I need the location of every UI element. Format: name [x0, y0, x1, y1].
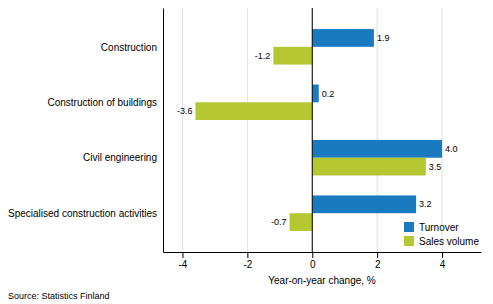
legend-label: Sales volume	[419, 236, 479, 247]
bar	[312, 195, 416, 213]
zero-line	[312, 8, 313, 252]
data-label: 3.2	[419, 199, 432, 209]
x-tick: 4	[440, 252, 446, 270]
grid-line	[182, 8, 183, 252]
x-axis-title: Year-on-year change, %	[268, 275, 376, 286]
x-tick-label: -2	[243, 259, 252, 270]
x-tick-mark	[247, 252, 248, 258]
y-tick-label: Construction	[101, 42, 157, 53]
x-axis: -4 -2 0 2 4	[164, 252, 482, 270]
data-label: 0.2	[322, 89, 335, 99]
legend-swatch	[404, 222, 414, 232]
grid-line	[442, 8, 443, 252]
x-tick-label: -4	[179, 259, 188, 270]
grid-line	[377, 8, 378, 252]
x-tick-mark	[377, 252, 378, 258]
data-label: -1.2	[255, 51, 271, 61]
legend-item: Sales volume	[404, 236, 479, 247]
y-tick: Specialised construction activities	[8, 208, 163, 219]
y-tick: Construction of buildings	[47, 97, 163, 108]
chart: -4 -2 0 2 4 Specialised construction activiti…	[0, 0, 493, 304]
x-tick: -4	[179, 252, 188, 270]
source: Source: Statistics Finland	[8, 291, 110, 301]
y-tick-label: Construction of buildings	[47, 97, 157, 108]
bar	[195, 102, 312, 120]
bars	[195, 29, 442, 231]
bar	[312, 85, 318, 103]
data-label: 1.9	[377, 33, 390, 43]
x-tick: -2	[243, 252, 252, 270]
legend-label: Turnover	[419, 222, 459, 233]
y-axis: Specialised construction activities Civil…	[8, 9, 163, 253]
x-tick-mark	[442, 252, 443, 258]
x-tick: 0	[310, 252, 316, 270]
x-tick-mark	[312, 252, 313, 258]
x-tick-label: 2	[375, 259, 381, 270]
grid-line	[247, 8, 248, 252]
y-tick-label: Specialised construction activities	[8, 208, 157, 219]
legend-item: Turnover	[404, 222, 459, 233]
data-label: -0.7	[271, 217, 287, 227]
data-label: 3.5	[429, 162, 442, 172]
y-tick-label: Civil engineering	[83, 152, 157, 163]
y-axis-line	[163, 9, 164, 253]
legend-swatch	[404, 236, 414, 246]
data-labels: 3.2 4.0 0.2 1.9 -0.7 3.5 -3.6 -1.2	[177, 33, 458, 227]
bar	[312, 29, 374, 47]
x-tick-label: 0	[310, 259, 316, 270]
bar	[290, 213, 313, 231]
y-tick: Civil engineering	[83, 152, 163, 163]
bar	[273, 47, 312, 65]
x-axis-line	[164, 252, 482, 253]
bar	[312, 140, 442, 158]
grid-line	[312, 8, 313, 252]
x-tick-label: 4	[440, 259, 446, 270]
bar	[312, 158, 426, 176]
legend: Turnover Sales volume	[404, 222, 479, 247]
data-label: 4.0	[445, 144, 458, 154]
data-label: -3.6	[177, 106, 193, 116]
x-tick: 2	[375, 252, 381, 270]
y-tick: Construction	[101, 42, 163, 53]
x-tick-mark	[182, 252, 183, 258]
chart-container: -4 -2 0 2 4 Specialised construction activiti…	[0, 0, 493, 304]
grid	[182, 8, 442, 252]
